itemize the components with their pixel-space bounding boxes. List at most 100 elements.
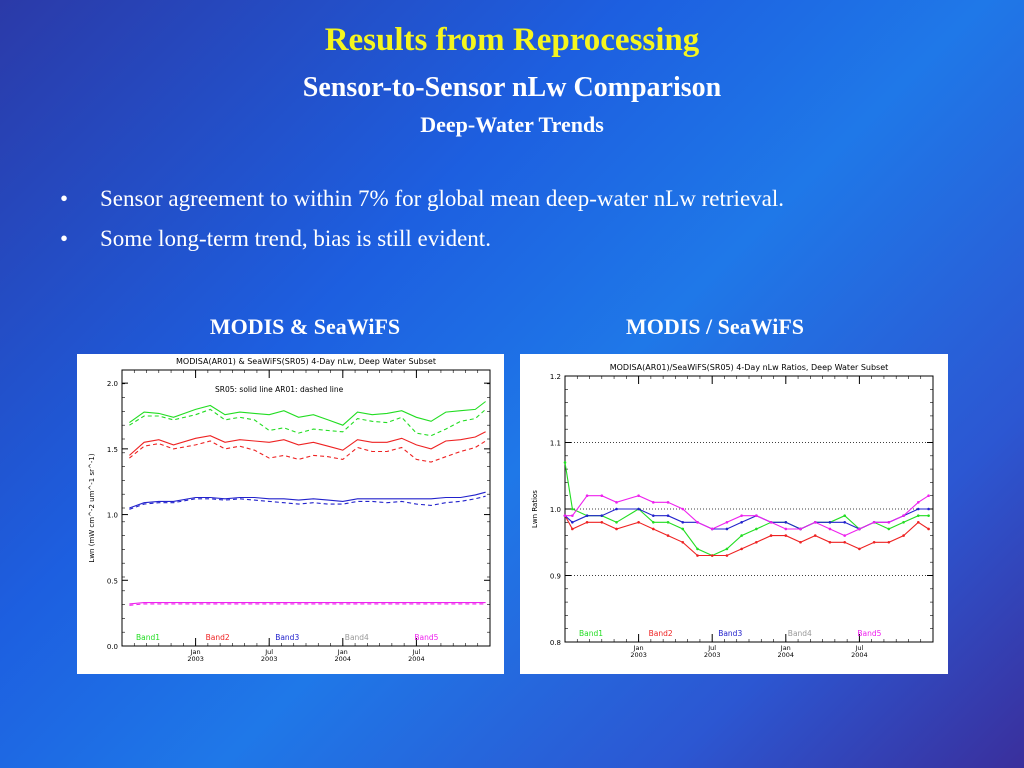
data-point-band5 xyxy=(585,494,589,497)
data-point-band1 xyxy=(563,461,567,464)
bullet-text: Sensor agreement to within 7% for global… xyxy=(100,186,785,211)
data-point-band2 xyxy=(740,547,743,551)
legend-entry: Band2 xyxy=(649,629,673,638)
chart-note: SR05: solid line AR01: dashed line xyxy=(215,385,344,394)
bullet-item: • Some long-term trend, bias is still ev… xyxy=(60,226,1000,266)
data-point-band2 xyxy=(615,527,618,531)
series-line-band1 xyxy=(129,401,486,426)
legend-entry: Band3 xyxy=(275,633,299,642)
x-tick-label: Jan xyxy=(190,648,201,656)
data-point-band3 xyxy=(615,507,618,511)
right-chart: MODISA(AR01)/SeaWiFS(SR05) 4-Day nLw Rat… xyxy=(531,363,934,659)
right-chart-panel: MODISA(AR01)/SeaWiFS(SR05) 4-Day nLw Rat… xyxy=(520,354,948,674)
data-point-band3 xyxy=(681,521,685,524)
data-point-band5 xyxy=(799,527,802,531)
data-point-band2 xyxy=(755,540,758,544)
data-point-band2 xyxy=(813,534,817,537)
x-tick-label: 2003 xyxy=(187,655,204,663)
data-point-band1 xyxy=(887,527,891,531)
data-point-band2 xyxy=(652,527,655,531)
y-axis-label: Lwn (mW cm^-2 um^-1 sr^-1) xyxy=(88,453,96,562)
y-tick-label: 0.8 xyxy=(550,639,561,647)
plot-frame xyxy=(121,369,491,647)
series-line-band3 xyxy=(564,508,929,530)
legend-entry: Band4 xyxy=(788,629,812,638)
data-point-band2 xyxy=(784,534,788,537)
x-tick-label: Jul xyxy=(411,648,420,656)
series-line-band2 xyxy=(564,515,929,557)
data-point-band1 xyxy=(696,547,699,551)
data-point-band3 xyxy=(828,521,832,524)
data-point-band5 xyxy=(615,501,618,504)
data-point-band3 xyxy=(784,521,788,524)
x-tick-label: Jul xyxy=(707,644,716,652)
x-tick-label: 2003 xyxy=(704,651,721,659)
data-point-band2 xyxy=(887,540,891,544)
data-point-band1 xyxy=(681,527,685,531)
y-tick-label: 1.5 xyxy=(107,446,118,454)
series-line-band1 xyxy=(129,408,486,437)
series-line-band2 xyxy=(129,431,486,456)
x-tick-label: 2003 xyxy=(261,655,278,663)
data-point-band1 xyxy=(615,521,618,524)
x-tick-label: Jul xyxy=(264,648,273,656)
data-point-band5 xyxy=(843,534,846,537)
data-point-band2 xyxy=(843,540,846,544)
bullet-list: • Sensor agreement to within 7% for glob… xyxy=(60,186,1000,266)
slide-subsubtitle: Deep-Water Trends xyxy=(420,112,604,137)
data-point-band3 xyxy=(927,507,930,511)
data-point-band2 xyxy=(666,534,670,537)
data-point-band3 xyxy=(585,514,589,517)
slide-subtitle: Sensor-to-Sensor nLw Comparison xyxy=(302,72,722,103)
data-point-band1 xyxy=(571,507,574,511)
data-point-band5 xyxy=(916,501,920,504)
y-tick-label: 1.0 xyxy=(550,506,561,514)
data-point-band3 xyxy=(725,527,729,531)
x-tick-label: Jan xyxy=(780,644,791,652)
data-point-band1 xyxy=(916,514,920,517)
chart-title: MODISA(AR01)/SeaWiFS(SR05) 4-Day nLw Rat… xyxy=(610,363,889,372)
data-point-band5 xyxy=(887,521,891,524)
data-point-band5 xyxy=(725,521,729,524)
x-tick-label: 2004 xyxy=(851,651,868,659)
data-point-band5 xyxy=(769,521,773,524)
chart-title: MODISA(AR01) & SeaWiFS(SR05) 4-Day nLw, … xyxy=(176,357,436,366)
bullet-dot: • xyxy=(60,186,69,211)
data-point-band3 xyxy=(571,521,574,524)
series-line-band5 xyxy=(129,603,486,606)
series-line-band3 xyxy=(129,495,486,510)
data-point-band5 xyxy=(872,521,876,524)
legend-entry: Band3 xyxy=(718,629,742,638)
data-point-band1 xyxy=(740,534,743,537)
series-line-band2 xyxy=(129,440,486,463)
x-tick-label: 2004 xyxy=(335,655,352,663)
y-tick-label: 0.5 xyxy=(107,577,118,585)
left-chart-panel: MODISA(AR01) & SeaWiFS(SR05) 4-Day nLw, … xyxy=(77,354,504,674)
data-point-band5 xyxy=(681,507,685,511)
data-point-band5 xyxy=(710,527,714,531)
data-point-band2 xyxy=(769,534,773,537)
legend-entry: Band1 xyxy=(136,633,160,642)
data-point-band1 xyxy=(902,521,905,524)
data-point-band2 xyxy=(681,540,685,544)
data-point-band1 xyxy=(755,527,758,531)
data-point-band5 xyxy=(858,527,861,531)
data-point-band2 xyxy=(828,540,832,544)
data-point-band3 xyxy=(652,514,655,517)
data-point-band3 xyxy=(740,521,743,524)
series-line-band5 xyxy=(129,602,486,605)
data-point-band5 xyxy=(784,527,788,531)
y-tick-label: 0.9 xyxy=(550,573,561,581)
data-point-band2 xyxy=(710,554,714,557)
left-chart: MODISA(AR01) & SeaWiFS(SR05) 4-Day nLw, … xyxy=(88,357,491,663)
data-point-band5 xyxy=(902,514,905,517)
left-chart-caption: MODIS & SeaWiFS xyxy=(209,314,401,339)
y-tick-label: 2.0 xyxy=(107,380,118,388)
data-point-band2 xyxy=(637,521,640,524)
data-point-band2 xyxy=(585,521,589,524)
y-tick-label: 1.0 xyxy=(107,512,118,520)
data-point-band5 xyxy=(600,494,604,497)
legend-entry: Band2 xyxy=(206,633,230,642)
right-chart-caption: MODIS / SeaWiFS xyxy=(625,314,805,339)
data-point-band2 xyxy=(902,534,905,537)
